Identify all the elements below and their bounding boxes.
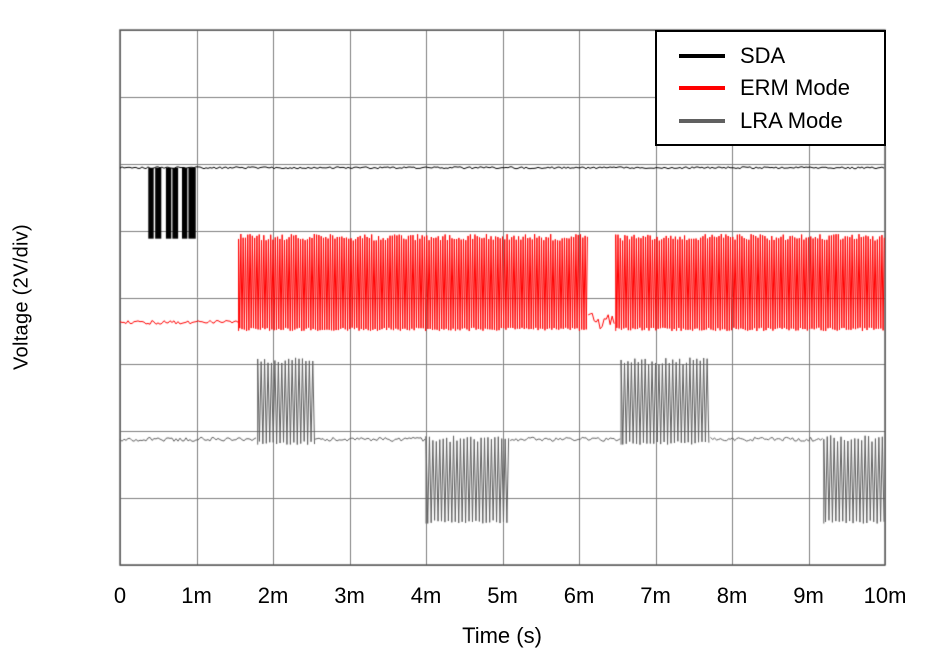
x-axis-label: Time (s)	[462, 623, 542, 648]
x-tick-label: 7m	[640, 583, 671, 608]
x-tick-label: 9m	[793, 583, 824, 608]
x-tick-label: 3m	[334, 583, 365, 608]
x-tick-label: 2m	[257, 583, 289, 608]
legend-label-sda: SDA	[740, 42, 786, 68]
x-tick-label: 6m	[563, 583, 595, 608]
x-tick-label: 8m	[716, 583, 748, 608]
legend-line-sda	[679, 53, 725, 58]
x-tick-label: 4m	[410, 583, 442, 608]
legend: SDA ERM Mode LRA Mode	[655, 30, 886, 146]
x-tick-label: 0	[113, 583, 127, 608]
x-tick-label: 5m	[487, 583, 518, 608]
legend-entry-sda: SDA	[679, 43, 884, 69]
legend-entry-erm-mode: ERM Mode	[679, 75, 884, 101]
legend-label-lra-mode: LRA Mode	[740, 107, 843, 133]
x-tick-label: 10m	[863, 583, 907, 608]
legend-entry-lra-mode: LRA Mode	[679, 108, 884, 134]
y-axis-label: Voltage (2V/div)	[10, 224, 33, 370]
x-tick-label: 1m	[181, 583, 212, 608]
legend-label-erm-mode: ERM Mode	[740, 75, 851, 100]
legend-line-erm-mode	[679, 86, 725, 90]
legend-line-lra-mode	[679, 118, 725, 123]
